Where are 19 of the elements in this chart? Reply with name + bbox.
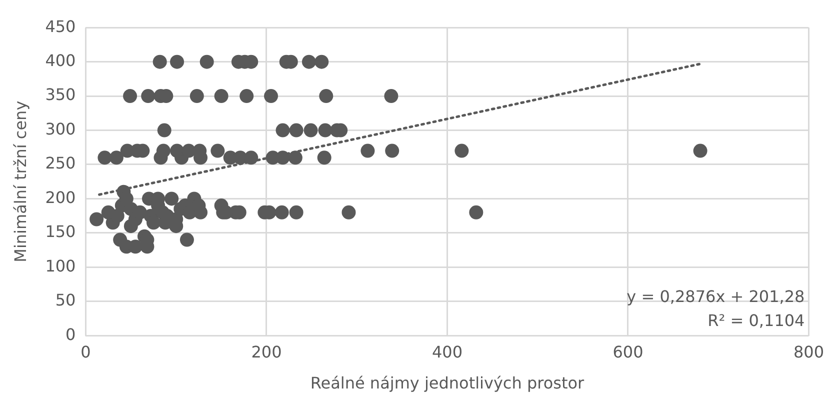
y-tick-label: 400 bbox=[45, 50, 76, 70]
y-tick-label: 350 bbox=[45, 85, 76, 104]
annotation: y = 0,2876x + 201,28 bbox=[626, 286, 805, 306]
y-tick-label: 50 bbox=[55, 290, 76, 310]
y-tick-label: 200 bbox=[45, 188, 76, 207]
y-axis-title: Minimální tržní ceny bbox=[10, 100, 30, 262]
x-axis-title: Reálné nájmy jednotlivých prostor bbox=[310, 374, 585, 393]
x-tick-label: 800 bbox=[793, 342, 824, 362]
y-tick-label: 0 bbox=[66, 324, 76, 344]
y-tick-label: 250 bbox=[45, 154, 76, 173]
y-tick-label: 300 bbox=[45, 119, 76, 138]
x-tick-label: 0 bbox=[80, 342, 91, 362]
annotation: R² = 0,1104 bbox=[708, 310, 805, 330]
y-tick-label: 100 bbox=[45, 256, 76, 276]
y-tick-label: 150 bbox=[45, 222, 76, 242]
x-tick-label: 200 bbox=[251, 342, 282, 362]
x-tick-label: 400 bbox=[432, 342, 463, 362]
y-tick-label: 450 bbox=[45, 16, 76, 36]
x-tick-label: 600 bbox=[612, 342, 644, 362]
